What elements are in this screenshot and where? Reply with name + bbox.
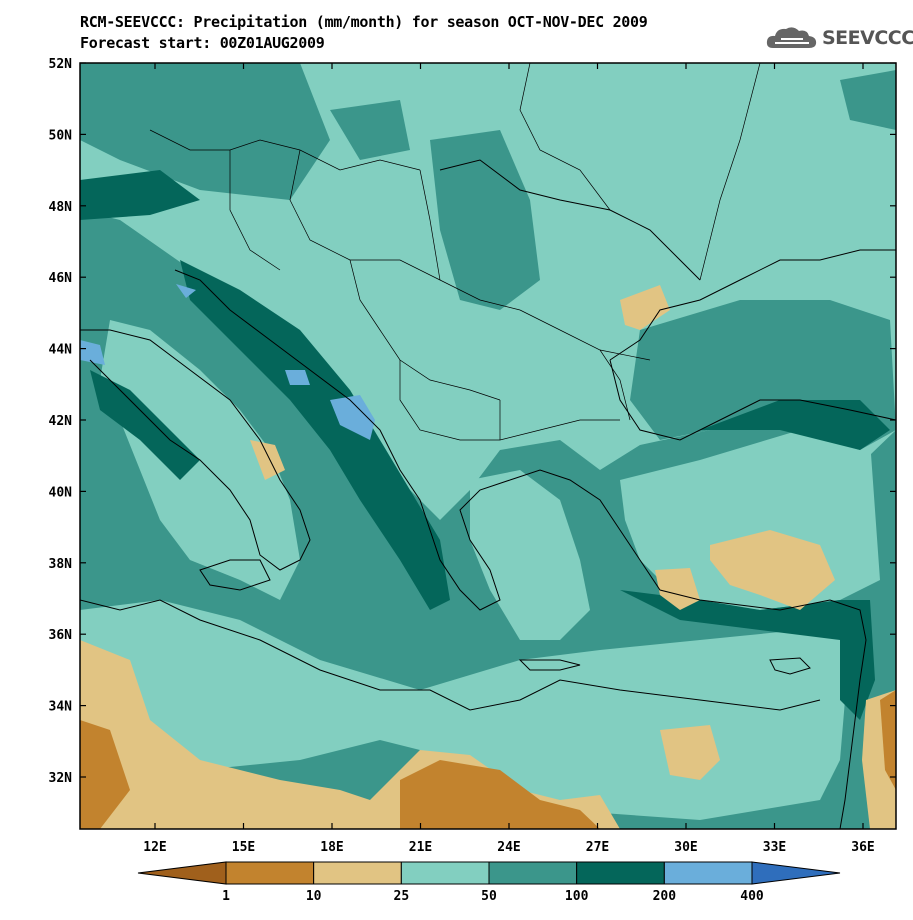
lat-tick-label: 50N <box>49 128 73 143</box>
colorbar-level-label: 400 <box>740 889 764 904</box>
colorbar-segment <box>225 861 315 885</box>
lon-tick-label: 27E <box>586 840 609 855</box>
colorbar-level-label: 1 <box>222 889 230 904</box>
field-alps-100-200 <box>80 170 200 220</box>
field-carpathian-50-100 <box>430 130 540 310</box>
field-istria-200-400 <box>176 284 196 298</box>
lon-tick-label: 36E <box>851 840 874 855</box>
field-tyrrhenian-100-200 <box>90 370 200 480</box>
field-anatolia-10-25 <box>710 530 835 610</box>
lon-tick-label: 30E <box>674 840 697 855</box>
colorbar-level-label: 10 <box>306 889 322 904</box>
lat-tick-label: 38N <box>49 557 73 572</box>
longitude-axis: 12E 15E 18E 21E 24E 27E 30E 33E 36E <box>143 63 875 855</box>
field-dalmatia2-200-400 <box>285 370 310 385</box>
colorbar-level-label: 50 <box>481 889 497 904</box>
field-ne-50-100 <box>840 70 896 130</box>
colorbar-level-label: 25 <box>394 889 410 904</box>
field-levant-100-200 <box>840 600 875 720</box>
field-sinai-1-10 <box>880 690 896 790</box>
colorbar-segment <box>663 861 753 885</box>
lat-tick-label: 34N <box>49 700 73 715</box>
coastlines <box>80 159 896 829</box>
seevccc-logo: SEEVCCC <box>765 24 913 52</box>
cloud-logo-icon <box>766 27 817 48</box>
colorbar-level-label: 100 <box>565 889 589 904</box>
field-aegean-25-50 <box>470 470 590 640</box>
lon-tick-label: 33E <box>763 840 786 855</box>
lon-tick-label: 24E <box>497 840 520 855</box>
lon-tick-label: 15E <box>232 840 255 855</box>
field-lybia-1-10 <box>80 720 130 829</box>
colorbar-level-label: 200 <box>653 889 677 904</box>
colorbar-segment <box>576 861 665 885</box>
field-liguria-200-400 <box>80 340 105 365</box>
field-anatolia-100-200 <box>700 400 890 450</box>
colorbar-segment <box>313 861 402 885</box>
field-northsea-50-100 <box>330 100 410 160</box>
lon-tick-label: 12E <box>143 840 166 855</box>
forecast-start-label: Forecast start: 00Z01AUG2009 <box>80 34 325 52</box>
colorbar-segment <box>137 861 227 885</box>
lat-tick-label: 52N <box>49 57 73 72</box>
map-plot-area <box>80 63 896 829</box>
colorbar-segment <box>751 861 841 885</box>
lat-tick-label: 32N <box>49 771 73 786</box>
field-anatolia2-10-25 <box>655 568 700 610</box>
field-adriatic-100-200 <box>180 260 450 610</box>
lat-tick-label: 48N <box>49 200 73 215</box>
lat-tick-label: 44N <box>49 343 73 358</box>
field-egypt-1-10 <box>400 760 600 829</box>
country-borders <box>149 63 761 441</box>
logo-text: SEEVCCC <box>822 27 913 49</box>
field-italy-10-25 <box>250 440 285 480</box>
colorbar-legend: 1 10 25 50 100 200 400 <box>137 861 841 904</box>
map-frame <box>79 62 897 830</box>
latitude-axis: 52N 50N 48N 46N 44N 42N 40N 38N 36N 34N 32N <box>49 57 896 786</box>
field-romania-10-25 <box>620 285 670 330</box>
field-eastmed-25-50 <box>80 600 850 820</box>
lat-tick-label: 42N <box>49 414 73 429</box>
lat-tick-label: 46N <box>49 271 73 286</box>
map-title: RCM-SEEVCCC: Precipitation (mm/month) fo… <box>80 13 648 31</box>
field-egypt-10-25 <box>660 725 720 780</box>
lat-tick-label: 40N <box>49 485 73 500</box>
colorbar-segment <box>488 861 578 885</box>
lon-tick-label: 21E <box>409 840 432 855</box>
colorbar-segment <box>400 861 490 885</box>
lat-tick-label: 36N <box>49 628 73 643</box>
field-dalmatia-200-400 <box>330 395 375 440</box>
lon-tick-label: 18E <box>320 840 343 855</box>
field-alps-50-100 <box>80 63 330 200</box>
